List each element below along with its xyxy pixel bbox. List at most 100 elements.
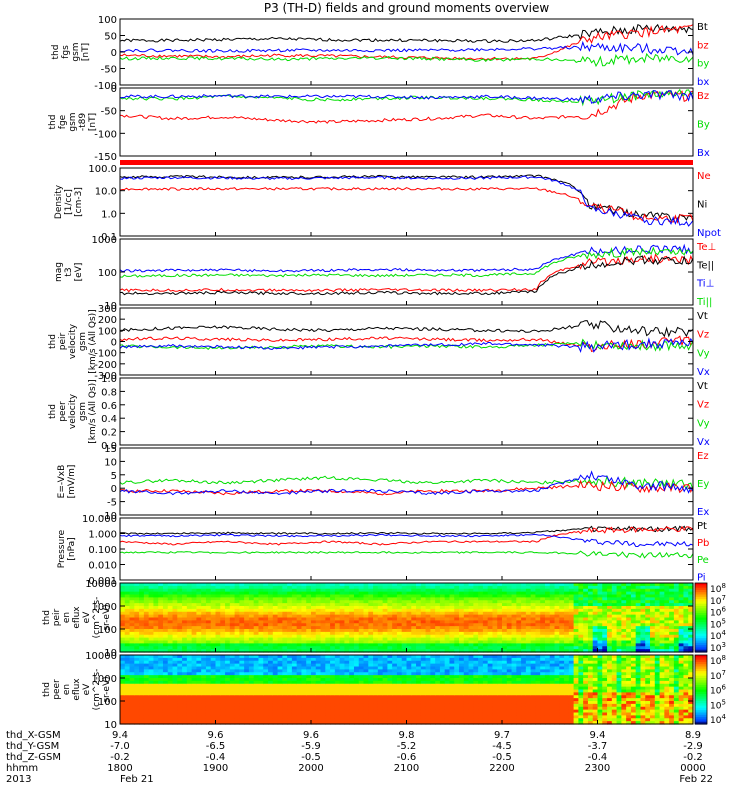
heatmap-cell [239,594,245,598]
heatmap-cell [607,620,613,624]
heatmap-cell [282,629,288,633]
heatmap-cell [401,640,408,644]
heatmap-cell [554,646,560,650]
heatmap-cell [320,706,326,711]
heatmap-cell [229,672,236,676]
heatmap-cell [353,614,360,619]
heatmap-cell [411,631,417,636]
heatmap-cell [635,603,642,607]
heatmap-cell [473,594,479,598]
heatmap-cell [124,594,131,598]
heatmap-cell [630,634,637,639]
heatmap-cell [306,634,312,639]
heatmap-cell [435,695,441,699]
heatmap-cell [177,643,183,647]
heatmap-cell [263,678,269,682]
heatmap-cell [602,608,608,613]
heatmap-cell [664,603,670,607]
heatmap-cell [225,675,231,679]
heatmap-cell [158,715,164,719]
heatmap-cell [220,646,226,650]
heatmap-cell [167,709,174,714]
heatmap-cell [373,591,379,596]
heatmap-cell [377,583,384,587]
heatmap-cell [225,698,231,702]
heatmap-cell [258,631,264,636]
heatmap-cell [435,669,441,673]
heatmap-cell [239,712,245,716]
heatmap-cell [406,715,412,719]
heatmap-cell [239,686,245,691]
heatmap-cell [583,620,589,624]
heatmap-cell [253,701,260,705]
heatmap-cell [444,660,451,665]
heatmap-cell [124,712,131,716]
heatmap-cell [602,594,608,598]
colorbar-cell [695,594,707,598]
heatmap-cell [162,680,169,685]
heatmap-cell [215,718,221,722]
heatmap-cell [368,591,374,596]
heatmap-cell [129,703,135,708]
heatmap-cell [258,706,264,711]
heatmap-cell [463,698,470,702]
heatmap-cell [120,698,126,702]
heatmap-cell [263,683,269,688]
heatmap-cell [478,689,484,693]
heatmap-cell [162,585,169,590]
heatmap-cell [358,603,365,607]
heatmap-cell [587,646,594,650]
heatmap-cell [573,649,580,653]
heatmap-cell [664,606,670,610]
heatmap-cell [234,666,240,670]
heatmap-cell [311,631,317,636]
heatmap-cell [630,600,637,604]
heatmap-cell [368,701,374,705]
heatmap-cell [549,585,556,590]
heatmap-cell [306,637,312,642]
heatmap-cell [664,614,670,619]
heatmap-cell [664,597,670,601]
heatmap-cell [229,689,236,693]
heatmap-cell [544,583,551,587]
heatmap-cell [344,649,350,653]
y-tick-label: 0.010 [88,561,117,572]
heatmap-cell [559,643,565,647]
heatmap-cell [311,715,317,719]
heatmap-cell [282,686,288,691]
heatmap-cell [205,678,212,682]
heatmap-cell [301,629,307,633]
heatmap-cell [344,669,350,673]
heatmap-cell [129,683,135,688]
heatmap-cell [406,606,412,610]
heatmap-cell [167,603,174,607]
heatmap-cell [377,698,384,702]
heatmap-cell [416,678,422,682]
heatmap-cell [201,698,207,702]
heatmap-cell [315,721,322,725]
heatmap-cell [392,591,398,596]
heatmap-cell [459,675,465,679]
heatmap-cell [220,718,226,722]
heatmap-cell [124,675,131,679]
heatmap-cell [669,634,675,639]
heatmap-cell [511,614,517,619]
heatmap-cell [683,637,689,642]
heatmap-cell [186,603,193,607]
heatmap-cell [449,675,455,679]
heatmap-cell [492,603,498,607]
heatmap-cell [540,637,546,642]
heatmap-cell [459,614,465,619]
heatmap-cell [482,606,489,610]
heatmap-cell [301,626,307,630]
heatmap-cell [411,712,417,716]
heatmap-cell [396,675,403,679]
heatmap-cell [315,617,322,621]
heatmap-cell [167,683,174,688]
heatmap-cell [392,640,398,644]
heatmap-cell [244,715,250,719]
heatmap-cell [387,701,393,705]
heatmap-cell [272,611,279,616]
heatmap-cell [683,631,689,636]
heatmap-cell [172,666,178,670]
